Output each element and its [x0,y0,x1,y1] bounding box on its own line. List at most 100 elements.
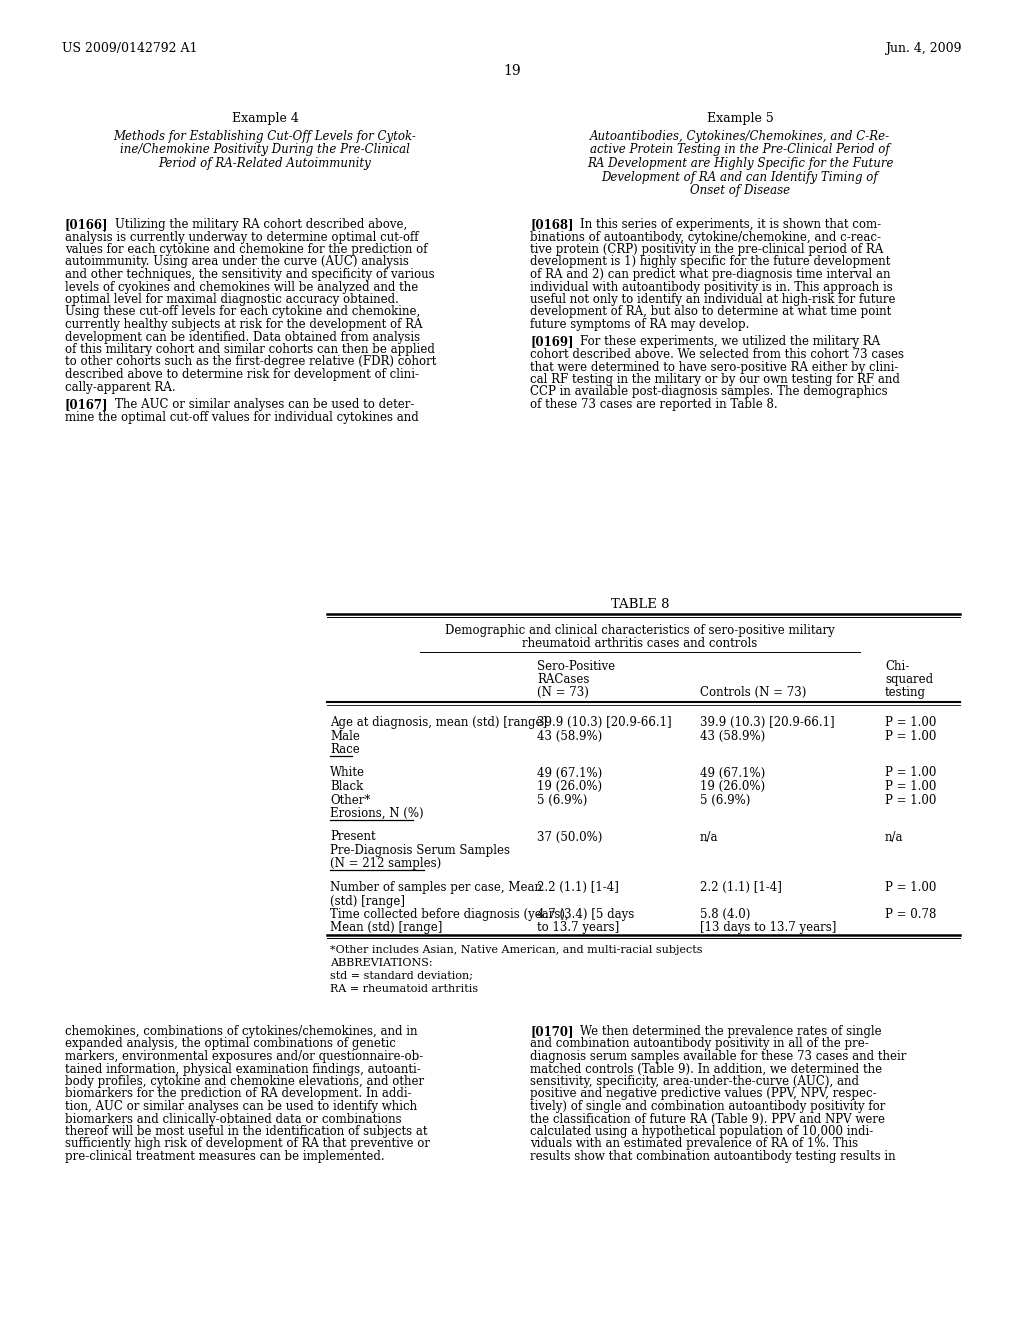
Text: cohort described above. We selected from this cohort 73 cases: cohort described above. We selected from… [530,348,904,360]
Text: White: White [330,767,365,780]
Text: RA = rheumatoid arthritis: RA = rheumatoid arthritis [330,983,478,994]
Text: Pre-Diagnosis Serum Samples: Pre-Diagnosis Serum Samples [330,843,510,857]
Text: RA Development are Highly Specific for the Future: RA Development are Highly Specific for t… [587,157,893,170]
Text: *Other includes Asian, Native American, and multi-racial subjects: *Other includes Asian, Native American, … [330,945,702,954]
Text: biomarkers for the prediction of RA development. In addi-: biomarkers for the prediction of RA deve… [65,1088,412,1101]
Text: results show that combination autoantibody testing results in: results show that combination autoantibo… [530,1150,896,1163]
Text: P = 1.00: P = 1.00 [885,715,936,729]
Text: development can be identified. Data obtained from analysis: development can be identified. Data obta… [65,330,420,343]
Text: viduals with an estimated prevalence of RA of 1%. This: viduals with an estimated prevalence of … [530,1138,858,1151]
Text: of RA and 2) can predict what pre-diagnosis time interval an: of RA and 2) can predict what pre-diagno… [530,268,891,281]
Text: biomarkers and clinically-obtained data or combinations: biomarkers and clinically-obtained data … [65,1113,401,1126]
Text: tive protein (CRP) positivity in the pre-clinical period of RA: tive protein (CRP) positivity in the pre… [530,243,884,256]
Text: Utilizing the military RA cohort described above,: Utilizing the military RA cohort describ… [115,218,408,231]
Text: Chi-: Chi- [885,660,909,673]
Text: RACases: RACases [537,673,590,686]
Text: sufficiently high risk of development of RA that preventive or: sufficiently high risk of development of… [65,1138,430,1151]
Text: of these 73 cases are reported in Table 8.: of these 73 cases are reported in Table … [530,399,777,411]
Text: We then determined the prevalence rates of single: We then determined the prevalence rates … [580,1026,882,1038]
Text: cally-apparent RA.: cally-apparent RA. [65,380,176,393]
Text: Erosions, N (%): Erosions, N (%) [330,807,424,820]
Text: 5 (6.9%): 5 (6.9%) [700,793,751,807]
Text: [0168]: [0168] [530,218,573,231]
Text: [0170]: [0170] [530,1026,573,1038]
Text: n/a: n/a [700,830,719,843]
Text: and other techniques, the sensitivity and specificity of various: and other techniques, the sensitivity an… [65,268,434,281]
Text: [0169]: [0169] [530,335,573,348]
Text: Jun. 4, 2009: Jun. 4, 2009 [886,42,962,55]
Text: Example 4: Example 4 [231,112,298,125]
Text: to 13.7 years]: to 13.7 years] [537,921,620,935]
Text: active Protein Testing in the Pre-Clinical Period of: active Protein Testing in the Pre-Clinic… [590,144,890,157]
Text: sensitivity, specificity, area-under-the-curve (AUC), and: sensitivity, specificity, area-under-the… [530,1074,859,1088]
Text: tained information, physical examination findings, autoanti-: tained information, physical examination… [65,1063,421,1076]
Text: and combination autoantibody positivity in all of the pre-: and combination autoantibody positivity … [530,1038,868,1051]
Text: to other cohorts such as the first-degree relative (FDR) cohort: to other cohorts such as the first-degre… [65,355,436,368]
Text: currently healthy subjects at risk for the development of RA: currently healthy subjects at risk for t… [65,318,423,331]
Text: Methods for Establishing Cut-Off Levels for Cytok-: Methods for Establishing Cut-Off Levels … [114,129,417,143]
Text: P = 0.78: P = 0.78 [885,908,936,921]
Text: Age at diagnosis, mean (std) [range]: Age at diagnosis, mean (std) [range] [330,715,547,729]
Text: 43 (58.9%): 43 (58.9%) [700,730,765,742]
Text: useful not only to identify an individual at high-risk for future: useful not only to identify an individua… [530,293,896,306]
Text: mine the optimal cut-off values for individual cytokines and: mine the optimal cut-off values for indi… [65,411,419,424]
Text: the classification of future RA (Table 9). PPV and NPV were: the classification of future RA (Table 9… [530,1113,885,1126]
Text: Example 5: Example 5 [707,112,773,125]
Text: (std) [range]: (std) [range] [330,895,406,908]
Text: P = 1.00: P = 1.00 [885,780,936,793]
Text: Other*: Other* [330,793,371,807]
Text: markers, environmental exposures and/or questionnaire-ob-: markers, environmental exposures and/or … [65,1049,423,1063]
Text: levels of cyokines and chemokines will be analyzed and the: levels of cyokines and chemokines will b… [65,281,418,293]
Text: P = 1.00: P = 1.00 [885,730,936,742]
Text: diagnosis serum samples available for these 73 cases and their: diagnosis serum samples available for th… [530,1049,906,1063]
Text: expanded analysis, the optimal combinations of genetic: expanded analysis, the optimal combinati… [65,1038,396,1051]
Text: squared: squared [885,673,933,686]
Text: Present: Present [330,830,376,843]
Text: [0167]: [0167] [65,399,109,411]
Text: In this series of experiments, it is shown that com-: In this series of experiments, it is sho… [580,218,881,231]
Text: (N = 73): (N = 73) [537,686,589,700]
Text: 5.8 (4.0): 5.8 (4.0) [700,908,751,921]
Text: autoimmunity. Using area under the curve (AUC) analysis: autoimmunity. Using area under the curve… [65,256,409,268]
Text: 39.9 (10.3) [20.9-66.1]: 39.9 (10.3) [20.9-66.1] [537,715,672,729]
Text: values for each cytokine and chemokine for the prediction of: values for each cytokine and chemokine f… [65,243,427,256]
Text: P = 1.00: P = 1.00 [885,767,936,780]
Text: tively) of single and combination autoantibody positivity for: tively) of single and combination autoan… [530,1100,886,1113]
Text: 19 (26.0%): 19 (26.0%) [537,780,602,793]
Text: [0166]: [0166] [65,218,109,231]
Text: rheumatoid arthritis cases and controls: rheumatoid arthritis cases and controls [522,638,758,649]
Text: std = standard deviation;: std = standard deviation; [330,972,473,981]
Text: 49 (67.1%): 49 (67.1%) [700,767,765,780]
Text: (N = 212 samples): (N = 212 samples) [330,858,441,870]
Text: cal RF testing in the military or by our own testing for RF and: cal RF testing in the military or by our… [530,374,900,385]
Text: Number of samples per case, Mean: Number of samples per case, Mean [330,880,542,894]
Text: testing: testing [885,686,926,700]
Text: Time collected before diagnosis (years),: Time collected before diagnosis (years), [330,908,568,921]
Text: 43 (58.9%): 43 (58.9%) [537,730,602,742]
Text: P = 1.00: P = 1.00 [885,880,936,894]
Text: 2.2 (1.1) [1-4]: 2.2 (1.1) [1-4] [700,880,782,894]
Text: optimal level for maximal diagnostic accuracy obtained.: optimal level for maximal diagnostic acc… [65,293,399,306]
Text: development is 1) highly specific for the future development: development is 1) highly specific for th… [530,256,891,268]
Text: matched controls (Table 9). In addition, we determined the: matched controls (Table 9). In addition,… [530,1063,882,1076]
Text: Race: Race [330,743,359,756]
Text: 37 (50.0%): 37 (50.0%) [537,830,602,843]
Text: US 2009/0142792 A1: US 2009/0142792 A1 [62,42,198,55]
Text: chemokines, combinations of cytokines/chemokines, and in: chemokines, combinations of cytokines/ch… [65,1026,418,1038]
Text: 19 (26.0%): 19 (26.0%) [700,780,765,793]
Text: n/a: n/a [885,830,903,843]
Text: binations of autoantibody, cytokine/chemokine, and c-reac-: binations of autoantibody, cytokine/chem… [530,231,881,243]
Text: [13 days to 13.7 years]: [13 days to 13.7 years] [700,921,837,935]
Text: P = 1.00: P = 1.00 [885,793,936,807]
Text: The AUC or similar analyses can be used to deter-: The AUC or similar analyses can be used … [115,399,415,411]
Text: Sero-Positive: Sero-Positive [537,660,615,673]
Text: calculated using a hypothetical population of 10,000 indi-: calculated using a hypothetical populati… [530,1125,873,1138]
Text: body profiles, cytokine and chemokine elevations, and other: body profiles, cytokine and chemokine el… [65,1074,424,1088]
Text: described above to determine risk for development of clini-: described above to determine risk for de… [65,368,419,381]
Text: Period of RA-Related Autoimmunity: Period of RA-Related Autoimmunity [159,157,372,170]
Text: 2.2 (1.1) [1-4]: 2.2 (1.1) [1-4] [537,880,618,894]
Text: that were determined to have sero-positive RA either by clini-: that were determined to have sero-positi… [530,360,898,374]
Text: pre-clinical treatment measures can be implemented.: pre-clinical treatment measures can be i… [65,1150,385,1163]
Text: TABLE 8: TABLE 8 [610,598,670,611]
Text: thereof will be most useful in the identification of subjects at: thereof will be most useful in the ident… [65,1125,427,1138]
